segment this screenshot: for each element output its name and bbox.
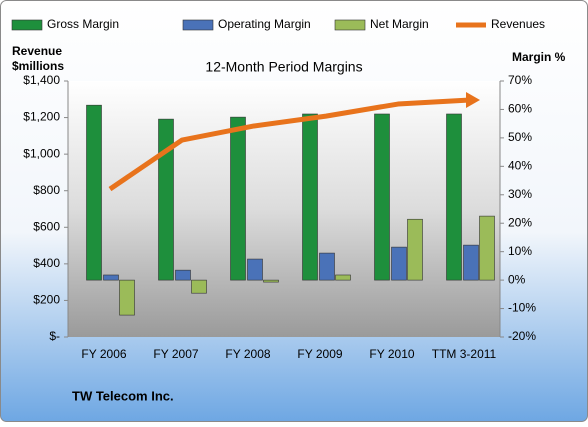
bar (175, 269, 191, 281)
y-tick-label: $800 (33, 183, 60, 197)
chart-title: 12-Month Period Margins (205, 59, 362, 75)
x-tick-label: FY 2010 (369, 347, 414, 361)
legend-marker (182, 19, 214, 31)
y2-tick-label: 60% (508, 102, 532, 116)
y-axis-title: Revenue $millions (12, 44, 64, 73)
x-tick-label: TTM 3-2011 (432, 347, 497, 361)
y-tick-label: $- (49, 329, 60, 343)
y2-tick-label: 30% (508, 187, 532, 201)
y2-tick-label: 70% (508, 73, 532, 87)
bar (479, 215, 495, 281)
legend-marker (334, 19, 366, 31)
y-tick-label: $200 (33, 293, 60, 307)
bar (374, 113, 390, 281)
y-tick-label: $1,200 (23, 110, 60, 124)
y2-tick-label: 0% (508, 272, 526, 286)
bar (319, 252, 335, 281)
bar (230, 116, 246, 281)
x-tick-label: FY 2006 (81, 347, 126, 361)
bar (391, 246, 407, 281)
y2-tick-label: 40% (508, 159, 532, 173)
x-tick-label: FY 2007 (153, 347, 198, 361)
legend-label: Revenues (491, 17, 545, 31)
bar (191, 279, 207, 294)
x-tick-label: FY 2009 (297, 347, 342, 361)
bar (247, 258, 263, 281)
y-tick-label: $1,000 (23, 146, 60, 160)
bar (263, 279, 279, 283)
bar (463, 244, 479, 281)
bar (158, 118, 174, 281)
y2-tick-label: 20% (508, 215, 532, 229)
y2-tick-label: 10% (508, 244, 532, 258)
bar (446, 113, 462, 281)
bar (407, 218, 423, 281)
line-arrow (466, 92, 480, 109)
legend-label: Operating Margin (218, 17, 311, 31)
x-tick-label: FY 2008 (225, 347, 270, 361)
bar (103, 274, 119, 281)
y2-axis-title: Margin % (512, 50, 566, 64)
footer: TW Telecom Inc. (72, 388, 174, 403)
legend-label: Gross Margin (47, 17, 119, 31)
revenue-line (108, 97, 471, 192)
y2-tick-label: -10% (508, 301, 536, 315)
y2-tick-label: 50% (508, 130, 532, 144)
bar (86, 104, 102, 281)
bar (119, 279, 135, 316)
y-tick-label: $1,400 (23, 73, 60, 87)
bar (302, 113, 318, 281)
legend-marker (11, 19, 43, 31)
legend-label: Net Margin (370, 17, 429, 31)
bar (335, 274, 351, 281)
y-tick-label: $400 (33, 256, 60, 270)
y2-tick-label: -20% (508, 329, 536, 343)
y-tick-label: $600 (33, 219, 60, 233)
